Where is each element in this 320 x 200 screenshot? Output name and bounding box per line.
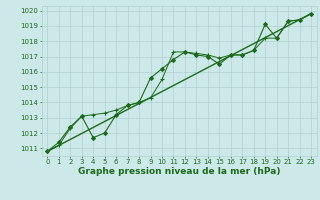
X-axis label: Graphe pression niveau de la mer (hPa): Graphe pression niveau de la mer (hPa) — [78, 167, 280, 176]
